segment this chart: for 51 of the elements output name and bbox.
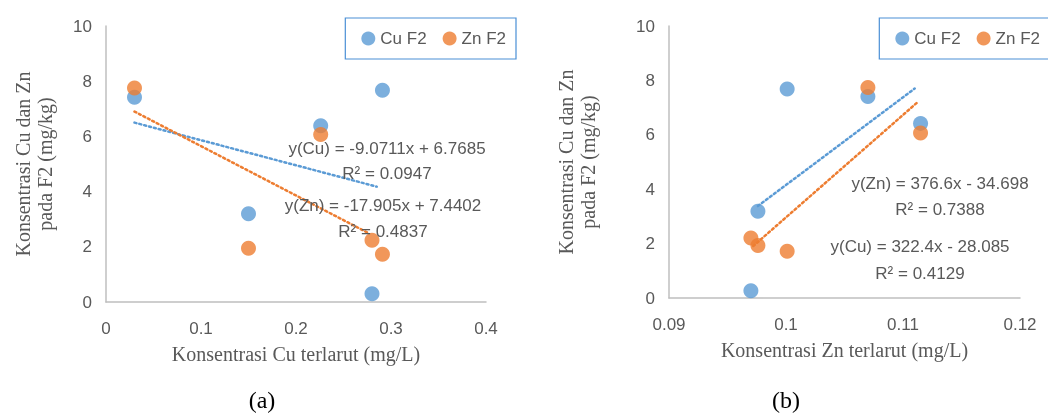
annotation: y(Cu) = 322.4x - 28.085 [830, 236, 1010, 256]
y-tick-label: 2 [645, 234, 655, 254]
point [743, 283, 759, 299]
x-tick-label: 0.2 [284, 319, 308, 338]
point [374, 246, 390, 262]
point [241, 206, 256, 222]
x-tick-label: 0.11 [887, 315, 919, 334]
annotation: y(Cu) = -9.0711x + 6.7685 [288, 138, 486, 158]
y-tick-label: 6 [82, 126, 92, 146]
annotation: R² = 0.7388 [895, 199, 985, 219]
annotation: R² = 0.4129 [875, 263, 965, 283]
text: (b) [772, 387, 800, 413]
legend-label: Zn F2 [995, 29, 1041, 48]
x-tick-label: 0.1 [774, 315, 798, 334]
point [860, 79, 876, 95]
legend-label: Cu F2 [914, 29, 961, 48]
point [779, 81, 795, 97]
y-tick-label: 10 [636, 16, 655, 36]
y-tick-label: 8 [82, 71, 92, 91]
y-tick-label: 0 [82, 292, 92, 312]
legend-label: Zn F2 [461, 29, 507, 48]
point [750, 238, 766, 253]
annotation: R² = 0.0947 [342, 163, 432, 183]
point [913, 125, 929, 141]
point [750, 203, 766, 219]
annotation: y(Zn) = 376.6x - 34.698 [851, 173, 1029, 193]
point [779, 243, 795, 259]
y-tick-label: 2 [82, 237, 92, 257]
point [127, 80, 142, 96]
x-axis-title: Konsentrasi Zn terlarut (mg/L) [720, 339, 969, 362]
y-tick-label: 0 [645, 288, 655, 308]
y-axis-title: Konsentrasi Cu dan Zn pada F2 (mg/kg) [555, 69, 600, 255]
x-tick-label: 0.3 [379, 319, 403, 338]
y-tick-label: 4 [645, 179, 655, 199]
x-tick-label: 0.12 [1003, 315, 1037, 334]
legend-label: Cu F2 [380, 29, 427, 48]
y-axis-title: Konsentrasi Cu dan Zn pada F2 (mg/kg) [12, 71, 57, 257]
x-tick-label: 0 [101, 319, 111, 338]
y-tick-label: 8 [645, 70, 655, 90]
text: (a) [248, 387, 276, 413]
point [364, 286, 380, 302]
y-tick-label: 10 [73, 16, 92, 36]
x-tick-label: 0.09 [652, 315, 686, 334]
x-axis-title: Konsentrasi Cu terlarut (mg/L) [171, 343, 421, 366]
y-tick-label: 4 [82, 182, 92, 202]
x-tick-label: 0.4 [474, 319, 498, 338]
x-tick-label: 0.1 [189, 319, 213, 338]
point [241, 240, 256, 256]
y-tick-label: 6 [645, 125, 655, 145]
point [374, 82, 390, 98]
point [313, 126, 329, 142]
